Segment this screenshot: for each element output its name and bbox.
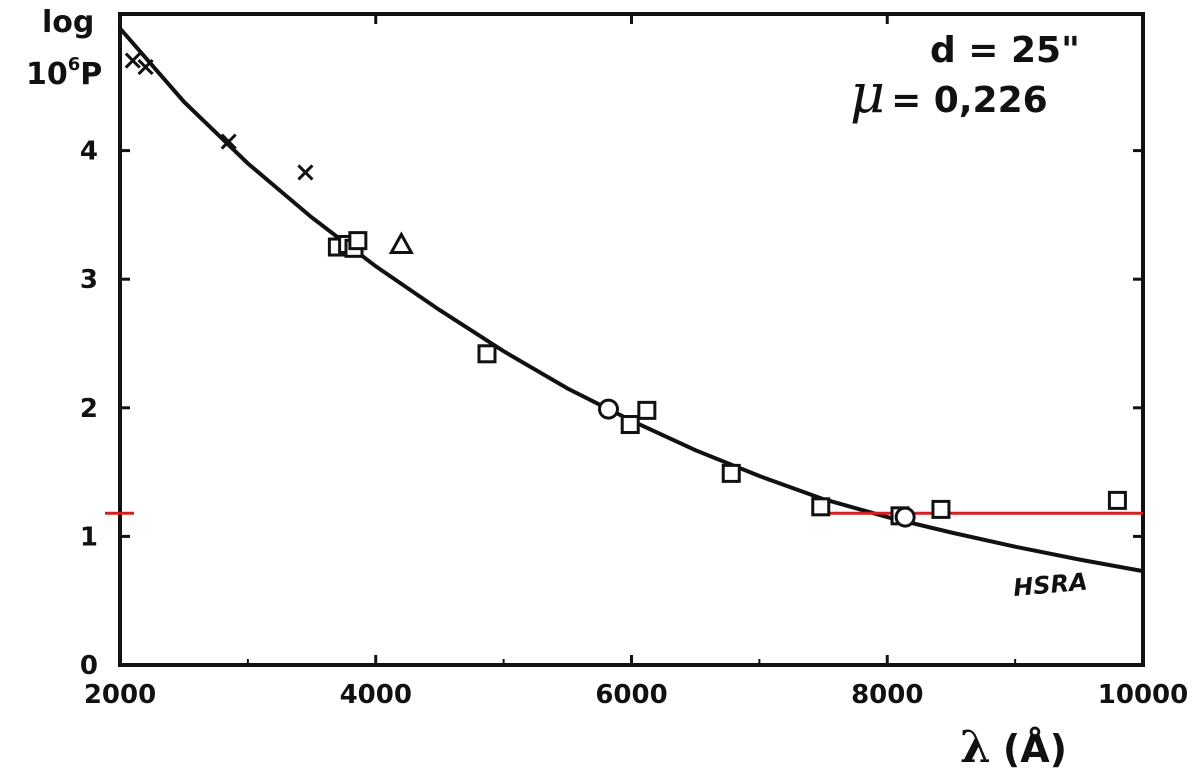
square-point bbox=[348, 231, 368, 251]
square-point bbox=[811, 497, 831, 517]
x-tick-label: 6000 bbox=[595, 680, 667, 710]
cross-stroke bbox=[124, 52, 141, 69]
cross-stroke bbox=[137, 58, 154, 76]
cross-stroke bbox=[297, 164, 314, 181]
mu-annotation: μ = 0,226 bbox=[850, 62, 1048, 125]
square-point bbox=[620, 415, 640, 435]
square-point bbox=[1107, 490, 1127, 510]
y-tick-label: 1 bbox=[80, 522, 98, 552]
cross-stroke bbox=[220, 133, 237, 150]
hsra-curve-label: HSRA bbox=[1012, 568, 1089, 602]
y-axis-label-exponent: 6 bbox=[68, 54, 81, 75]
x-tick-label: 10000 bbox=[1098, 680, 1188, 710]
circle-point bbox=[894, 506, 916, 528]
circle-point bbox=[597, 398, 619, 420]
y-tick-label: 0 bbox=[80, 651, 98, 681]
y-tick-label: 4 bbox=[80, 137, 98, 167]
x-tick-label: 2000 bbox=[84, 680, 156, 710]
cross-point bbox=[137, 58, 154, 76]
cross-point bbox=[297, 164, 314, 181]
mu-symbol: μ bbox=[850, 62, 885, 125]
square-point bbox=[637, 400, 657, 420]
x-axis-label: λ (Å) bbox=[960, 722, 1067, 772]
y-tick-label: 3 bbox=[80, 265, 98, 295]
y-axis-label-line2: 106P bbox=[26, 54, 102, 92]
square-point bbox=[477, 344, 497, 364]
axis-tick-labels: 2000 4000 6000 8000 10000 0 1 2 3 4 bbox=[80, 137, 1188, 710]
x-tick-label: 8000 bbox=[851, 680, 923, 710]
distance-annotation: d = 25" bbox=[930, 30, 1080, 71]
square-point bbox=[931, 499, 951, 519]
cross-point bbox=[124, 52, 141, 69]
x-axis-label-unit: (Å) bbox=[1003, 727, 1067, 771]
y-axis-label-base: 10 bbox=[26, 57, 68, 92]
axis-ticks bbox=[118, 14, 1145, 667]
y-axis-label-line1: log bbox=[42, 5, 94, 40]
x-tick-label: 4000 bbox=[340, 680, 412, 710]
y-tick-label: 2 bbox=[80, 394, 98, 424]
y-axis-label-p: P bbox=[80, 57, 102, 92]
data-points bbox=[124, 52, 1127, 528]
mu-value: = 0,226 bbox=[891, 80, 1048, 121]
x-axis-label-lambda: λ bbox=[960, 722, 991, 772]
square-point bbox=[721, 463, 741, 483]
cross-point bbox=[220, 133, 237, 150]
triangle-point bbox=[388, 231, 414, 254]
